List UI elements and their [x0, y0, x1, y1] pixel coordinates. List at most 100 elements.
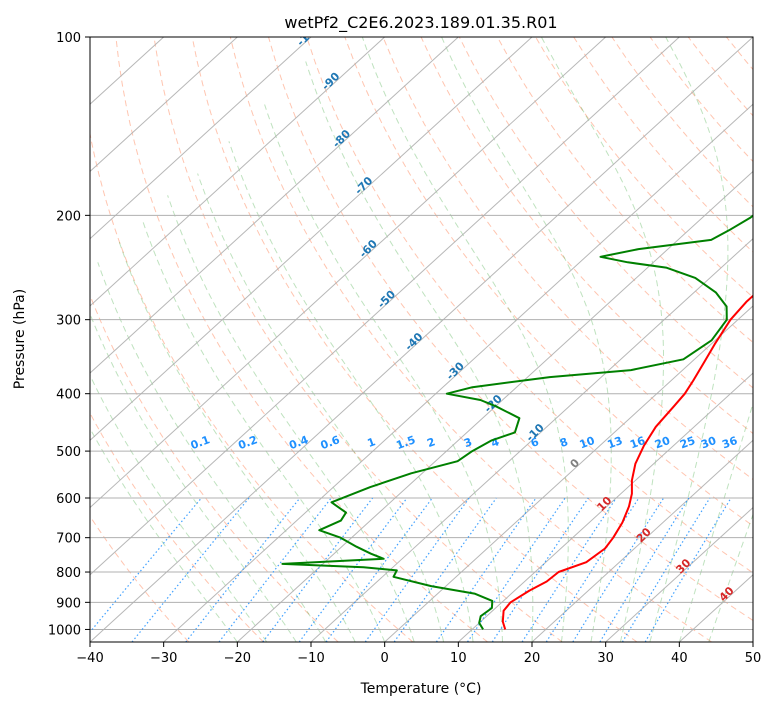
- x-tick-label: 30: [597, 651, 614, 666]
- dry-adiabat: [90, 131, 414, 642]
- dry-adiabat: [90, 412, 264, 642]
- mixing-ratio-label: 8: [558, 435, 570, 450]
- mixing-ratio-line: [325, 497, 433, 642]
- y-tick-label: 100: [56, 31, 81, 46]
- mixing-ratio-label: 0.4: [287, 433, 310, 452]
- mixing-ratio-label: 1: [366, 435, 378, 450]
- isotherm-label: -100: [294, 20, 323, 49]
- isotherm: [752, 641, 753, 642]
- x-tick-label: 50: [745, 651, 762, 666]
- x-tick-label: 20: [524, 651, 541, 666]
- moist-adiabat: [90, 312, 297, 642]
- x-tick-label: 40: [671, 651, 688, 666]
- x-tick-label: −40: [76, 651, 103, 666]
- moist-adiabat: [264, 104, 503, 642]
- isotherm: [163, 103, 753, 642]
- x-tick-label: 10: [450, 651, 467, 666]
- mixing-ratio-label: 10: [578, 434, 597, 452]
- mixing-ratio-line: [185, 497, 301, 642]
- x-tick-label: −20: [224, 651, 251, 666]
- moist-adiabat: [708, 513, 753, 642]
- moist-adiabat: [361, 37, 569, 642]
- dewpoint-line: [281, 214, 753, 630]
- mixing-ratio-label: 13: [606, 434, 625, 451]
- y-axis-label: Pressure (hPa): [12, 289, 28, 389]
- mixing-ratio-label: 25: [678, 434, 697, 451]
- moist-adiabat: [167, 195, 415, 642]
- isotherm: [90, 37, 753, 642]
- moist-adiabat: [540, 37, 664, 642]
- mixing-ratio-line: [491, 497, 589, 642]
- temperature-line: [501, 294, 753, 630]
- dry-adiabat: [382, 37, 753, 481]
- moist-adiabat: [678, 401, 753, 642]
- mixing-ratio-line: [90, 497, 202, 633]
- dry-adiabat: [765, 37, 775, 642]
- y-tick-label: 200: [56, 209, 81, 224]
- isotherm: [90, 37, 680, 576]
- mixing-ratio-label: 0.1: [189, 433, 212, 452]
- mixing-ratio-line: [599, 497, 690, 642]
- moist-adiabat: [90, 374, 268, 642]
- y-tick-label: 800: [56, 566, 81, 581]
- y-tick-label: 400: [56, 388, 81, 403]
- dry-adiabat: [153, 37, 563, 642]
- y-tick-label: 700: [56, 532, 81, 547]
- dry-adiabat: [268, 37, 753, 622]
- isotherm: [90, 37, 238, 173]
- mixing-ratio-label: 1.5: [394, 433, 417, 452]
- moist-adiabat: [90, 427, 238, 642]
- mixing-ratio-label: 2: [425, 435, 437, 450]
- mixing-ratio-label: 0.2: [236, 433, 259, 452]
- mixing-ratio-line: [545, 497, 640, 642]
- x-tick-label: −10: [297, 651, 324, 666]
- dry-adiabat: [496, 37, 753, 344]
- mixing-ratio-label: 6: [529, 435, 541, 450]
- isotherm: [90, 37, 386, 307]
- isotherm: [310, 237, 753, 642]
- mixing-ratio-label: 20: [653, 434, 672, 452]
- isotherm: [531, 439, 753, 642]
- isotherm: [90, 37, 607, 509]
- y-tick-label: 900: [56, 596, 81, 611]
- y-tick-label: 600: [56, 492, 81, 507]
- x-tick-label: −30: [150, 651, 177, 666]
- x-axis-label: Temperature (°C): [360, 681, 482, 697]
- isotherm: [90, 37, 533, 442]
- moist-adiabat: [441, 37, 612, 642]
- dry-adiabat: [306, 37, 753, 574]
- y-tick-label: 1000: [48, 623, 81, 638]
- chart-title: wetPf2_C2E6.2023.189.01.35.R01: [284, 13, 557, 33]
- dry-adiabat: [191, 37, 638, 642]
- mixing-ratio-label: 30: [699, 434, 718, 452]
- plot-frame: [89, 36, 754, 643]
- mixing-ratio-line: [218, 497, 332, 642]
- moist-adiabat: [97, 262, 327, 642]
- dry-adiabat: [90, 515, 190, 642]
- moist-adiabat: [197, 173, 445, 642]
- moist-adiabat: [142, 221, 386, 642]
- isotherm: [605, 506, 753, 642]
- dry-adiabat: [535, 37, 753, 298]
- mixing-ratio-line: [572, 497, 665, 642]
- isotherm: [90, 37, 459, 374]
- mixing-ratio-label: 4: [489, 435, 501, 450]
- isotherm: [457, 372, 753, 642]
- y-tick-label: 500: [56, 445, 81, 460]
- y-tick-label: 300: [56, 314, 81, 329]
- mixing-ratio-line: [466, 497, 566, 642]
- moist-adiabat: [305, 61, 534, 642]
- x-tick-label: 0: [381, 651, 389, 666]
- mixing-ratio-line: [621, 497, 711, 642]
- mixing-ratio-label: 3: [462, 435, 474, 450]
- mixing-ratio-label: 36: [720, 434, 739, 452]
- mixing-ratio-line: [131, 497, 250, 642]
- moist-adiabat: [649, 37, 729, 642]
- dry-adiabat: [115, 37, 488, 642]
- mixing-ratio-label: 0.6: [319, 433, 342, 452]
- isotherm: [384, 305, 753, 642]
- mixing-ratio-line: [298, 497, 408, 642]
- mixing-ratio-line: [644, 497, 732, 642]
- isotherm: [90, 37, 312, 240]
